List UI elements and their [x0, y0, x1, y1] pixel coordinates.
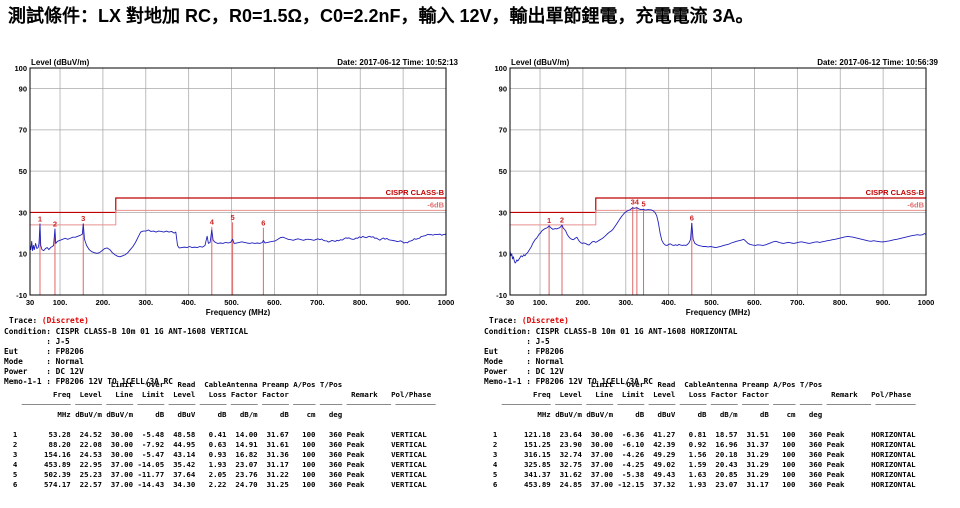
marker-number: 2	[53, 219, 57, 228]
page-title: 測試條件：LX 對地加 RC，R0=1.5Ω，C0=2.2nF，輸入 12V，輸…	[8, 6, 754, 26]
x-tick-label: 1000	[438, 298, 455, 307]
x-tick-label: 300.	[138, 298, 153, 307]
x-tick-label: 200.	[96, 298, 111, 307]
marker-number: 3	[631, 197, 635, 206]
marker-number: 6	[690, 214, 694, 223]
chart-panel-vertical: CISPR CLASS-B -6dB 1 2 3 4 5 6 100 90 70 50 30 10 -10 3…	[0, 50, 480, 508]
limit-label: -6dB	[907, 200, 924, 209]
x-tick-label: 30	[506, 298, 514, 307]
x-tick-label: 900.	[396, 298, 411, 307]
x-tick-label: 800.	[833, 298, 848, 307]
limit-label: CISPR CLASS-B	[866, 188, 925, 197]
x-tick-label: 600.	[747, 298, 762, 307]
limit-line	[510, 209, 926, 226]
x-axis-title: Frequency (MHz)	[686, 308, 751, 316]
trace-status: Trace: (Discrete)	[9, 316, 89, 325]
x-tick-label: 700.	[310, 298, 325, 307]
x-tick-label: 900.	[876, 298, 891, 307]
x-tick-label: 100.	[53, 298, 68, 307]
x-tick-label: 300.	[618, 298, 633, 307]
marker-number: 3	[81, 214, 85, 223]
trace-status: Trace: (Discrete)	[489, 316, 569, 325]
limit-line	[510, 197, 926, 214]
trace-label: Trace:	[9, 316, 38, 325]
datetime-stamp: Date: 2017-06-12 Time: 10:52:13	[337, 58, 458, 67]
x-tick-label: 100.	[533, 298, 548, 307]
x-tick-label: 200.	[576, 298, 591, 307]
y-tick-label: 70	[499, 126, 507, 135]
trace-label: Trace:	[489, 316, 518, 325]
y-tick-label: 90	[499, 84, 507, 93]
y-tick-label: 50	[499, 167, 507, 176]
marker-number: 4	[635, 197, 640, 206]
x-tick-label: 500.	[224, 298, 239, 307]
y-tick-label: 100	[14, 64, 27, 73]
marker-number: 5	[231, 213, 235, 222]
x-tick-label: 800.	[353, 298, 368, 307]
x-tick-label: 30	[26, 298, 34, 307]
limit-line	[30, 197, 446, 214]
limit-label: -6dB	[427, 200, 444, 209]
x-tick-label: 700.	[790, 298, 805, 307]
y-tick-label: 30	[19, 208, 27, 217]
y-tick-label: 50	[19, 167, 27, 176]
x-tick-label: 400.	[661, 298, 676, 307]
limit-label: CISPR CLASS-B	[386, 188, 445, 197]
y-tick-label: 30	[499, 208, 507, 217]
marker-number: 2	[560, 216, 564, 225]
y-axis-title: Level (dBuV/m)	[31, 58, 90, 67]
trace-mode: (Discrete)	[521, 316, 569, 325]
y-tick-label: 90	[19, 84, 27, 93]
y-tick-label: 10	[499, 250, 507, 259]
y-tick-label: 100	[494, 64, 507, 73]
y-tick-label: 10	[19, 250, 27, 259]
datetime-stamp: Date: 2017-06-12 Time: 10:56:39	[817, 58, 938, 67]
limit-line	[30, 209, 446, 226]
marker-number: 6	[261, 218, 265, 227]
emission-trace	[29, 223, 447, 258]
emission-trace	[509, 207, 927, 264]
x-tick-label: 400.	[181, 298, 196, 307]
condition-block: Condition: CISPR CLASS-B 10m 01 1G ANT-1…	[484, 327, 738, 386]
y-axis-title: Level (dBuV/m)	[511, 58, 570, 67]
measurement-table: Limit Over Read CableAntenna Preamp A/Po…	[484, 380, 916, 489]
marker-number: 5	[641, 200, 645, 209]
plot-frame	[509, 67, 927, 296]
plot-frame	[29, 67, 447, 296]
measurement-table: Limit Over Read CableAntenna Preamp A/Po…	[4, 380, 436, 489]
chart-panel-horizontal: CISPR CLASS-B -6dB 1 2 3 4 5 6 100 90 70 50 30 10 -10 3…	[480, 50, 960, 508]
marker-number: 4	[210, 218, 215, 227]
x-tick-label: 600.	[267, 298, 282, 307]
marker-number: 1	[547, 216, 551, 225]
marker-number: 1	[38, 214, 42, 223]
x-tick-label: 1000	[918, 298, 935, 307]
x-axis-title: Frequency (MHz)	[206, 308, 271, 316]
y-tick-label: -10	[16, 291, 27, 300]
y-tick-label: -10	[496, 291, 507, 300]
y-tick-label: 70	[19, 126, 27, 135]
x-tick-label: 500.	[704, 298, 719, 307]
trace-mode: (Discrete)	[41, 316, 89, 325]
condition-block: Condition: CISPR CLASS-B 10m 01 1G ANT-1…	[4, 327, 249, 386]
